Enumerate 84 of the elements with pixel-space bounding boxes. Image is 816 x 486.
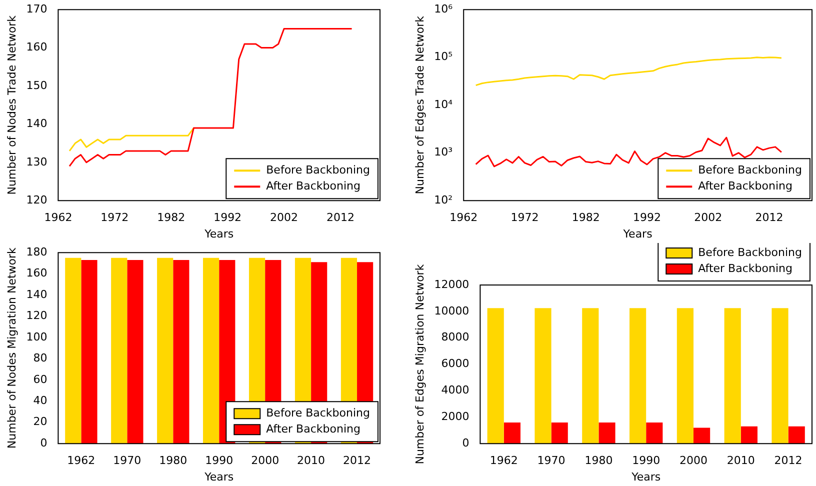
y-tick-label: 60 xyxy=(33,372,48,386)
x-tick-label: 1992 xyxy=(214,211,242,224)
legend-label: After Backboning xyxy=(698,179,792,192)
bar xyxy=(598,422,616,444)
x-tick-label: 1962 xyxy=(490,454,518,468)
y-tick-label: 10000 xyxy=(434,304,470,318)
y-tick-label: 100 xyxy=(26,330,48,344)
x-axis-title: Years xyxy=(204,227,234,240)
legend-label: Before Backboning xyxy=(698,163,802,176)
y-tick-label: 10⁴ xyxy=(434,98,454,111)
bar xyxy=(740,426,758,444)
y-tick-label: 2000 xyxy=(441,410,470,424)
bar xyxy=(772,308,788,444)
x-tick-label: 2010 xyxy=(297,454,326,468)
x-tick-label: 1990 xyxy=(632,454,660,468)
x-axis-title: Years xyxy=(204,470,234,484)
y-tick-label: 120 xyxy=(26,193,48,206)
x-tick-label: 2012 xyxy=(774,454,802,468)
x-tick-label: 2012 xyxy=(343,454,372,468)
y-tick-label: 130 xyxy=(26,155,48,168)
x-axis-title: Years xyxy=(630,470,661,484)
y-tick-label: 180 xyxy=(26,245,48,258)
y-tick-label: 4000 xyxy=(441,384,470,397)
x-tick-label: 2002 xyxy=(694,211,722,224)
y-tick-label: 20 xyxy=(33,415,48,428)
legend-label: Before Backboning xyxy=(698,246,802,259)
x-tick-label: 2000 xyxy=(679,454,708,468)
y-tick-label: 140 xyxy=(26,117,48,130)
y-tick-label: 12000 xyxy=(434,278,470,291)
y-tick-label: 6000 xyxy=(441,357,470,370)
legend-label: After Backboning xyxy=(266,422,360,436)
x-tick-label: 2000 xyxy=(251,454,280,468)
bar xyxy=(630,308,646,444)
bar xyxy=(504,422,520,444)
x-tick-label: 2012 xyxy=(755,211,784,224)
x-tick-label: 1982 xyxy=(572,211,600,224)
legend-label: Before Backboning xyxy=(266,406,370,420)
y-tick-label: 10⁶ xyxy=(434,2,454,16)
bar xyxy=(646,422,663,444)
x-tick-label: 1970 xyxy=(113,454,142,468)
y-tick-label: 10⁵ xyxy=(434,50,453,64)
y-tick-label: 140 xyxy=(26,288,48,301)
y-axis-title: Number of Edges Trade Network xyxy=(413,15,426,194)
x-tick-label: 1980 xyxy=(159,454,188,468)
y-tick-label: 80 xyxy=(33,352,48,365)
y-tick-label: 160 xyxy=(26,40,48,54)
x-tick-label: 1982 xyxy=(157,211,186,224)
x-tick-label: 1992 xyxy=(632,211,661,224)
y-axis-title: Number of Edges Migration Network xyxy=(413,264,426,464)
y-tick-label: 150 xyxy=(26,78,48,92)
x-axis-title: Years xyxy=(622,227,653,240)
y-tick-label: 10² xyxy=(434,193,453,206)
legend-label: After Backboning xyxy=(266,179,360,192)
x-tick-label: 1980 xyxy=(584,454,613,468)
y-tick-label: 10³ xyxy=(434,146,453,159)
legend-label: Before Backboning xyxy=(266,163,370,176)
y-tick-label: 0 xyxy=(462,436,470,450)
x-tick-label: 1972 xyxy=(510,211,539,224)
x-tick-label: 1970 xyxy=(537,454,566,468)
x-tick-label: 2010 xyxy=(726,454,755,468)
y-tick-label: 8000 xyxy=(441,330,470,344)
bar xyxy=(534,308,552,444)
y-tick-label: 0 xyxy=(40,436,48,450)
y-tick-label: 120 xyxy=(26,309,48,322)
x-tick-label: 1962 xyxy=(67,454,96,468)
x-tick-label: 2012 xyxy=(326,211,354,224)
y-axis-title: Number of Nodes Trade Network xyxy=(5,14,18,195)
x-tick-label: 2002 xyxy=(270,211,298,224)
x-tick-label: 1990 xyxy=(205,454,234,468)
bar xyxy=(788,426,805,444)
bar xyxy=(487,308,504,444)
bar xyxy=(694,428,710,444)
bar xyxy=(676,308,694,444)
y-tick-label: 170 xyxy=(26,2,48,16)
x-tick-label: 1962 xyxy=(450,211,478,224)
bar xyxy=(551,422,568,444)
y-tick-label: 40 xyxy=(33,394,48,408)
y-tick-label: 160 xyxy=(26,266,48,280)
legend-label: After Backboning xyxy=(698,262,792,275)
x-tick-label: 1972 xyxy=(100,211,129,224)
bar xyxy=(724,308,741,444)
y-axis-title: Number of Nodes Migration Network xyxy=(5,246,18,449)
x-tick-label: 1962 xyxy=(44,211,72,224)
bar xyxy=(582,308,599,444)
